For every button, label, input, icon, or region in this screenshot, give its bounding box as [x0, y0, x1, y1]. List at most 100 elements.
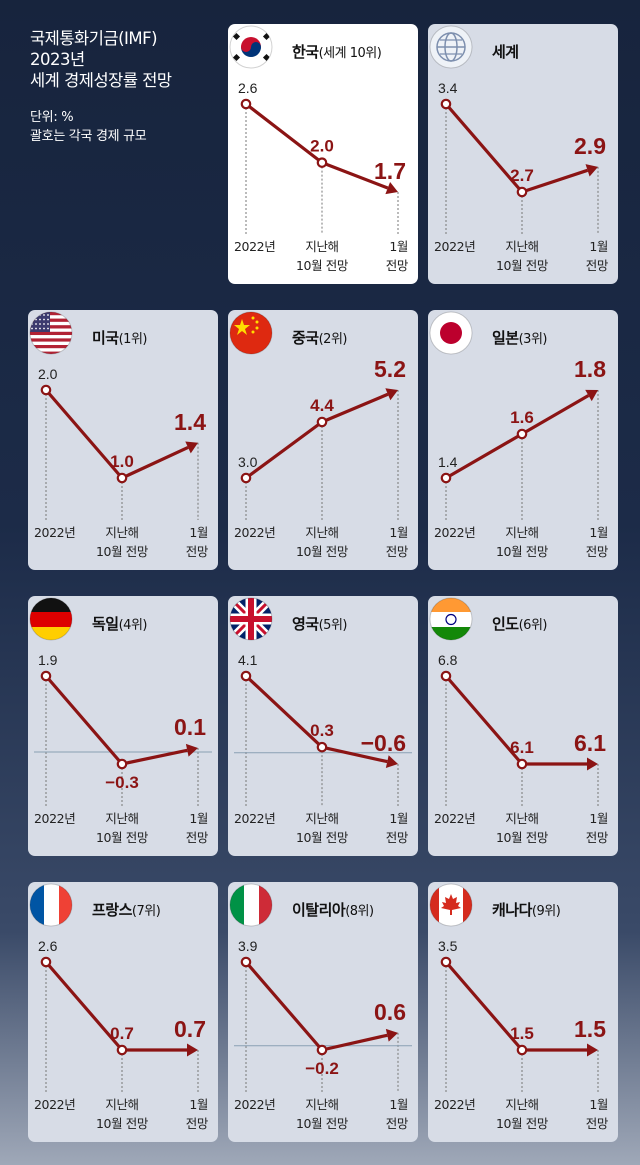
data-point: [316, 741, 328, 753]
series-line: [44, 674, 124, 766]
title-line: 2023년: [30, 50, 85, 69]
x-axis-label: 2022년: [34, 525, 75, 540]
value-label: 4.4: [310, 396, 334, 415]
country-name: 캐나다: [492, 901, 532, 919]
value-label: −0.2: [305, 1059, 339, 1078]
x-axis-label: 2022년: [234, 1097, 275, 1112]
x-axis-label: 전망: [186, 544, 209, 559]
data-point: [240, 472, 252, 484]
value-label: 6.1: [510, 738, 534, 757]
data-point: [440, 472, 452, 484]
x-axis-label: 10월 전망: [296, 830, 349, 845]
x-axis-label: 지난해: [505, 525, 538, 540]
x-axis-label: 2022년: [434, 239, 475, 254]
country-rank: (3위): [518, 332, 548, 347]
series-line: [521, 394, 590, 436]
data-point: [316, 1044, 328, 1056]
value-label: 1.0: [110, 452, 134, 471]
x-axis-label: 2022년: [234, 811, 275, 826]
x-axis-label: 1월: [589, 1097, 608, 1112]
value-label: 0.7: [110, 1024, 134, 1043]
data-point: [240, 670, 252, 682]
series-line: [444, 432, 524, 480]
x-axis-label: 1월: [389, 239, 408, 254]
chart-title: 이탈리아(8위): [292, 899, 374, 920]
value-label: 0.3: [310, 721, 334, 740]
series-line: [521, 168, 589, 194]
arrow-head: [185, 743, 198, 757]
x-axis-label: 1월: [189, 1097, 208, 1112]
chart-title: 캐나다(9위): [492, 899, 561, 920]
x-axis-label: 10월 전망: [96, 544, 149, 559]
chart-title: 한국(세계 10위): [292, 41, 382, 62]
chart-card: 2.6 0.7 0.7 2022년 지난해 10월 전망 1월 전망 프랑스(7위): [28, 882, 218, 1142]
x-axis-label: 지난해: [505, 811, 538, 826]
series-line: [444, 102, 524, 194]
x-axis-label: 2022년: [434, 811, 475, 826]
chart-card: 3.5 1.5 1.5 2022년 지난해 10월 전망 1월 전망 캐나다(9위): [428, 882, 618, 1142]
arrow-head: [385, 388, 398, 401]
country-name: 미국: [92, 329, 119, 347]
x-axis-label: 10월 전망: [496, 830, 549, 845]
series-line: [121, 748, 188, 766]
germany-flag-icon: [29, 597, 73, 641]
arrow-head: [585, 389, 598, 402]
data-point: [440, 956, 452, 968]
value-label: 3.9: [238, 938, 258, 954]
chart-title: 중국(2위): [292, 327, 347, 348]
data-point: [40, 670, 52, 682]
unit-note: 단위: %: [30, 110, 74, 125]
arrow-head: [187, 1043, 198, 1057]
country-name: 세계: [492, 43, 519, 61]
x-axis-label: 지난해: [105, 525, 138, 540]
chart-card: 2.0 1.0 1.4 2022년 지난해 10월 전망 1월 전망 미국(1위): [28, 310, 218, 570]
country-rank: (9위): [531, 904, 561, 919]
x-axis-label: 지난해: [305, 525, 338, 540]
x-axis-label: 1월: [589, 239, 608, 254]
value-label: 1.4: [438, 454, 458, 470]
x-axis-label: 10월 전망: [496, 1116, 549, 1131]
series-line: [44, 960, 124, 1052]
x-axis-label: 10월 전망: [96, 830, 149, 845]
country-rank: (1위): [118, 332, 148, 347]
chart-card: 1.9 −0.3 0.1 2022년 지난해 10월 전망 1월 전망 독일(4위): [28, 596, 218, 856]
value-label: 0.7: [174, 1016, 206, 1042]
value-label: 1.5: [574, 1016, 606, 1042]
series-line: [321, 1033, 388, 1052]
arrow-head: [385, 181, 398, 195]
value-label: 1.9: [38, 652, 58, 668]
value-label: 0.1: [174, 714, 206, 740]
data-point: [116, 472, 128, 484]
x-axis-label: 전망: [586, 830, 609, 845]
x-axis-label: 전망: [586, 544, 609, 559]
country-rank: (5위): [318, 618, 348, 633]
series-line: [321, 392, 389, 424]
france-flag-icon: [29, 883, 73, 927]
chart-title: 프랑스(7위): [92, 899, 161, 920]
chart-card: 3.0 4.4 5.2 2022년 지난해 10월 전망 1월 전망 중국(2위): [228, 310, 418, 570]
arrow-head: [385, 755, 398, 768]
value-label: 2.6: [38, 938, 58, 954]
series-line: [444, 960, 524, 1052]
data-point: [116, 1044, 128, 1056]
value-label: 3.0: [238, 454, 258, 470]
value-label: 4.1: [238, 652, 258, 668]
x-axis-label: 지난해: [305, 1097, 338, 1112]
value-label: 1.5: [510, 1024, 534, 1043]
value-label: −0.3: [105, 773, 139, 792]
arrow-head: [587, 1043, 598, 1057]
chart-title: 일본(3위): [492, 327, 547, 348]
usa-flag-icon: [29, 311, 73, 355]
x-axis-label: 전망: [586, 1116, 609, 1131]
series-line: [321, 161, 389, 190]
chart-title: 영국(5위): [292, 613, 347, 634]
x-axis-label: 1월: [389, 1097, 408, 1112]
